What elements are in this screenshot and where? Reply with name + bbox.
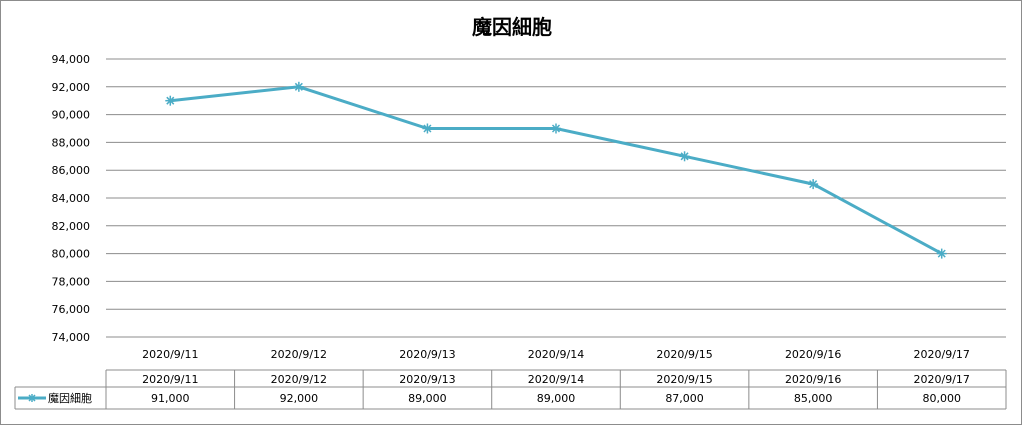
y-tick-label: 86,000 <box>52 164 91 177</box>
table-value-cell: 91,000 <box>151 392 190 405</box>
table-value-cell: 89,000 <box>537 392 576 405</box>
data-point <box>165 95 176 106</box>
table-header-cell: 2020/9/15 <box>656 373 712 386</box>
marker-stroke <box>166 96 175 105</box>
y-tick-label: 88,000 <box>52 136 91 149</box>
data-point <box>936 248 947 259</box>
data-point <box>679 151 690 162</box>
data-point <box>551 123 561 134</box>
y-tick-label: 94,000 <box>52 53 91 66</box>
table-value-cell: 80,000 <box>922 392 961 405</box>
data-point <box>808 179 819 190</box>
marker-stroke <box>294 82 303 91</box>
table-value-cell: 89,000 <box>408 392 447 405</box>
x-tick-label: 2020/9/16 <box>785 348 841 361</box>
y-tick-label: 84,000 <box>52 192 91 205</box>
x-tick-label: 2020/9/14 <box>528 348 584 361</box>
y-tick-label: 76,000 <box>52 303 91 316</box>
data-point <box>293 81 304 92</box>
legend-label: 魔因細胞 <box>48 391 92 405</box>
chart-title: 魔因細胞 <box>472 15 552 39</box>
y-axis-tick-labels: 74,000 76,000 78,000 80,000 82,000 84,000 86,0… <box>52 53 91 344</box>
x-tick-label: 2020/9/11 <box>142 348 198 361</box>
y-tick-label: 80,000 <box>52 248 91 261</box>
x-tick-label: 2020/9/12 <box>271 348 327 361</box>
table-header-cell: 2020/9/11 <box>142 373 198 386</box>
table-value-cell: 87,000 <box>665 392 704 405</box>
y-tick-label: 74,000 <box>52 331 91 344</box>
x-tick-label: 2020/9/15 <box>656 348 712 361</box>
y-tick-label: 92,000 <box>52 81 91 94</box>
table-header-cell: 2020/9/14 <box>528 373 584 386</box>
table-header-cell: 2020/9/13 <box>399 373 455 386</box>
legend-key <box>18 394 46 402</box>
marker-stroke <box>551 124 561 133</box>
x-tick-label: 2020/9/13 <box>399 348 455 361</box>
y-tick-label: 90,000 <box>52 109 91 122</box>
table-header-cell: 2020/9/12 <box>271 373 327 386</box>
x-axis-tick-labels: 2020/9/11 2020/9/12 2020/9/13 2020/9/14 2020… <box>142 348 970 361</box>
y-tick-label: 82,000 <box>52 220 91 233</box>
legend-key-marker <box>28 394 36 402</box>
table-header-cell: 2020/9/16 <box>785 373 841 386</box>
table-value-cell: 92,000 <box>280 392 319 405</box>
gridlines <box>106 58 1006 338</box>
marker-stroke <box>937 249 946 258</box>
table-value-cell: 85,000 <box>794 392 833 405</box>
marker-stroke <box>680 152 689 161</box>
data-point <box>422 123 433 134</box>
x-tick-label: 2020/9/17 <box>914 348 970 361</box>
marker-stroke <box>809 180 818 189</box>
marker-stroke <box>423 124 432 133</box>
series-layer <box>165 81 947 259</box>
y-tick-label: 78,000 <box>52 275 91 288</box>
table-header-cell: 2020/9/17 <box>914 373 970 386</box>
data-table: 2020/9/11 2020/9/12 2020/9/13 2020/9/14 2020… <box>14 369 1007 410</box>
